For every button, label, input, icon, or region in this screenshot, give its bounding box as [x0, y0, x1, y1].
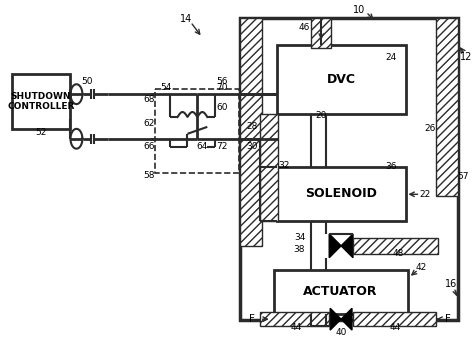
Text: 52: 52 [35, 128, 46, 137]
Bar [436, 18, 458, 196]
Text: 38: 38 [294, 245, 305, 254]
Bar [260, 114, 278, 221]
Text: 64: 64 [197, 142, 208, 151]
Text: 24: 24 [385, 53, 396, 62]
Text: 20: 20 [316, 112, 327, 120]
Polygon shape [330, 308, 341, 330]
Text: 57: 57 [457, 172, 469, 181]
Text: 44: 44 [291, 323, 302, 332]
Text: SOLENOID: SOLENOID [305, 187, 377, 200]
Bar [240, 18, 458, 320]
Bar [240, 18, 262, 246]
Text: 26: 26 [425, 124, 436, 133]
Text: 56: 56 [217, 77, 228, 86]
Bar [273, 270, 408, 314]
Text: F: F [445, 314, 451, 324]
Bar [353, 238, 438, 254]
Bar [260, 312, 329, 326]
Text: 42: 42 [416, 263, 427, 272]
Text: SHUTDOWN
CONTROLLER: SHUTDOWN CONTROLLER [7, 92, 74, 111]
Bar [277, 44, 406, 114]
Bar [311, 18, 331, 48]
Text: 48: 48 [393, 249, 404, 258]
Text: 32: 32 [278, 161, 289, 170]
Text: 58: 58 [143, 171, 155, 180]
Text: 10: 10 [353, 5, 365, 15]
Text: 34: 34 [294, 234, 305, 242]
Text: 54: 54 [160, 83, 171, 92]
Polygon shape [341, 234, 353, 258]
Text: F: F [249, 314, 255, 324]
Text: 70: 70 [217, 83, 228, 92]
Bar [12, 74, 70, 129]
Text: 28: 28 [246, 122, 257, 131]
Text: 46: 46 [299, 23, 310, 32]
Text: 16: 16 [445, 279, 457, 289]
Text: 36: 36 [385, 162, 396, 171]
Text: ACTUATOR: ACTUATOR [303, 285, 378, 298]
Text: 12: 12 [460, 53, 472, 62]
Polygon shape [329, 234, 341, 258]
Text: DVC: DVC [327, 73, 356, 86]
Text: 50: 50 [82, 77, 93, 86]
Polygon shape [341, 308, 352, 330]
Text: 62: 62 [143, 119, 155, 128]
Text: 60: 60 [217, 102, 228, 112]
Bar [277, 166, 406, 221]
Text: 30: 30 [246, 142, 258, 151]
Bar [353, 312, 436, 326]
Text: 22: 22 [420, 190, 431, 199]
Text: 44: 44 [390, 323, 401, 332]
Text: 72: 72 [217, 142, 228, 151]
Bar [155, 89, 239, 174]
Text: 14: 14 [180, 14, 192, 24]
Text: 68: 68 [143, 95, 155, 103]
Text: 40: 40 [336, 328, 347, 337]
Text: 66: 66 [143, 142, 155, 151]
